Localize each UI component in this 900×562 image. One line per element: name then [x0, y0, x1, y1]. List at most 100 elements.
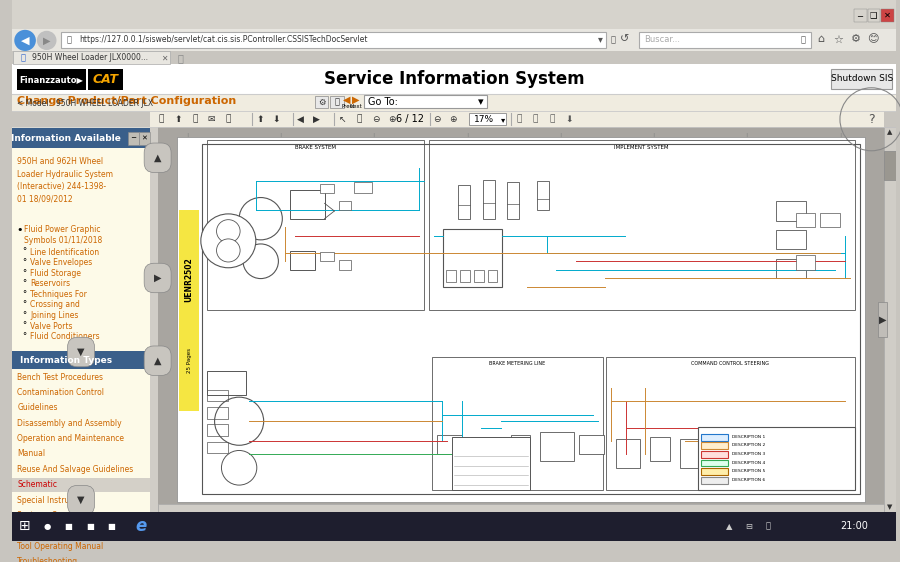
Text: 01 18/09/2012: 01 18/09/2012: [17, 194, 73, 203]
Bar: [796, 213, 815, 227]
Text: ▲: ▲: [154, 153, 161, 163]
Text: DESCRIPTION 5: DESCRIPTION 5: [732, 469, 765, 473]
Text: DESCRIPTION 2: DESCRIPTION 2: [732, 443, 765, 447]
Text: Crossing and: Crossing and: [30, 301, 80, 310]
Text: ⊕: ⊕: [389, 115, 396, 124]
Text: DESCRIPTION 3: DESCRIPTION 3: [732, 452, 765, 456]
Bar: [821, 213, 840, 227]
Text: °: °: [22, 279, 26, 288]
Bar: [290, 190, 325, 219]
Bar: [158, 127, 896, 512]
Text: Loader Hydraulic System: Loader Hydraulic System: [17, 170, 113, 179]
Text: ▾: ▾: [478, 97, 483, 107]
Text: |: |: [279, 133, 282, 140]
Circle shape: [201, 214, 256, 268]
Bar: [437, 435, 462, 455]
Text: Symbols 01/11/2018: Symbols 01/11/2018: [24, 236, 103, 245]
Bar: [177, 137, 865, 502]
Text: ⊟: ⊟: [745, 522, 752, 531]
Text: 🖨: 🖨: [193, 115, 198, 124]
Bar: [13, 51, 896, 65]
Text: |: |: [652, 133, 654, 140]
Text: ⊞: ⊞: [18, 519, 30, 533]
Text: ◀: ◀: [21, 35, 30, 46]
Bar: [700, 477, 728, 484]
Text: ?: ?: [868, 113, 875, 126]
Text: DESCRIPTION 1: DESCRIPTION 1: [732, 434, 765, 439]
Text: ⬛: ⬛: [550, 115, 555, 124]
Text: °: °: [22, 269, 26, 278]
Bar: [149, 127, 158, 512]
Text: ↺: ↺: [620, 34, 630, 44]
Text: 25 Pages: 25 Pages: [186, 348, 192, 373]
Text: (Interactive) 244-1398-: (Interactive) 244-1398-: [17, 182, 106, 191]
Text: ◀: ◀: [297, 115, 303, 124]
Text: ✕: ✕: [141, 135, 147, 142]
Bar: [290, 251, 315, 270]
Bar: [650, 437, 670, 461]
Bar: [17, 69, 86, 90]
Text: ⬇: ⬇: [565, 115, 572, 124]
Bar: [88, 69, 123, 90]
Text: Prev: Prev: [341, 105, 353, 109]
Circle shape: [243, 244, 278, 279]
Circle shape: [14, 30, 36, 51]
Text: ─: ─: [131, 135, 135, 142]
Bar: [339, 260, 351, 270]
Text: Guidelines: Guidelines: [17, 404, 58, 413]
Bar: [700, 468, 728, 475]
Bar: [452, 437, 530, 490]
Text: ⌂: ⌂: [817, 34, 824, 44]
Text: °: °: [22, 290, 26, 299]
Text: Schematic: Schematic: [17, 481, 58, 490]
Bar: [61, 31, 607, 48]
Text: ■: ■: [86, 522, 94, 531]
Text: °: °: [22, 321, 26, 330]
Text: °: °: [22, 258, 26, 267]
Bar: [700, 434, 728, 441]
Bar: [354, 182, 372, 193]
Bar: [202, 144, 860, 495]
Bar: [444, 229, 502, 287]
Text: 17%: 17%: [473, 115, 494, 124]
Bar: [700, 451, 728, 458]
Bar: [868, 8, 880, 22]
Text: Reuse And Salvage Guidelines: Reuse And Salvage Guidelines: [17, 465, 133, 474]
Text: ▶: ▶: [878, 314, 886, 324]
Bar: [482, 180, 494, 219]
Text: ▲: ▲: [887, 129, 893, 135]
Text: ⬆: ⬆: [256, 115, 264, 124]
Bar: [606, 356, 855, 490]
Text: Joining Lines: Joining Lines: [30, 311, 78, 320]
Text: Systems Operation: Systems Operation: [17, 511, 90, 520]
Text: Reservoirs: Reservoirs: [30, 279, 70, 288]
Text: COMMAND CONTROL STEERING: COMMAND CONTROL STEERING: [691, 361, 770, 366]
Text: °: °: [22, 311, 26, 320]
Text: Line Identification: Line Identification: [30, 247, 99, 256]
Bar: [320, 184, 335, 193]
Bar: [680, 439, 709, 468]
Bar: [719, 444, 743, 468]
Text: BRAKE METERING LINE: BRAKE METERING LINE: [490, 361, 545, 366]
Text: ⬛: ⬛: [533, 115, 538, 124]
Text: CAT: CAT: [93, 73, 119, 87]
Text: ▼: ▼: [77, 347, 85, 357]
Text: Testing and Adjusting: Testing and Adjusting: [17, 527, 100, 536]
Bar: [832, 69, 892, 89]
Text: ■: ■: [107, 522, 115, 531]
Text: ⬆: ⬆: [175, 115, 182, 124]
Text: IMPLEMENT SYSTEM: IMPLEMENT SYSTEM: [615, 145, 669, 150]
Text: ✋: ✋: [356, 115, 362, 124]
Text: Manual: Manual: [17, 450, 45, 459]
Bar: [510, 435, 530, 455]
Bar: [13, 65, 896, 94]
Bar: [13, 148, 149, 225]
Bar: [339, 201, 351, 210]
Text: 💾: 💾: [159, 115, 164, 124]
Text: ⚙: ⚙: [850, 34, 860, 44]
Bar: [698, 427, 855, 490]
Circle shape: [239, 197, 283, 240]
Text: Fluid Power Graphic: Fluid Power Graphic: [24, 225, 101, 234]
Text: Shutdown SIS: Shutdown SIS: [831, 74, 893, 83]
Bar: [469, 112, 506, 125]
